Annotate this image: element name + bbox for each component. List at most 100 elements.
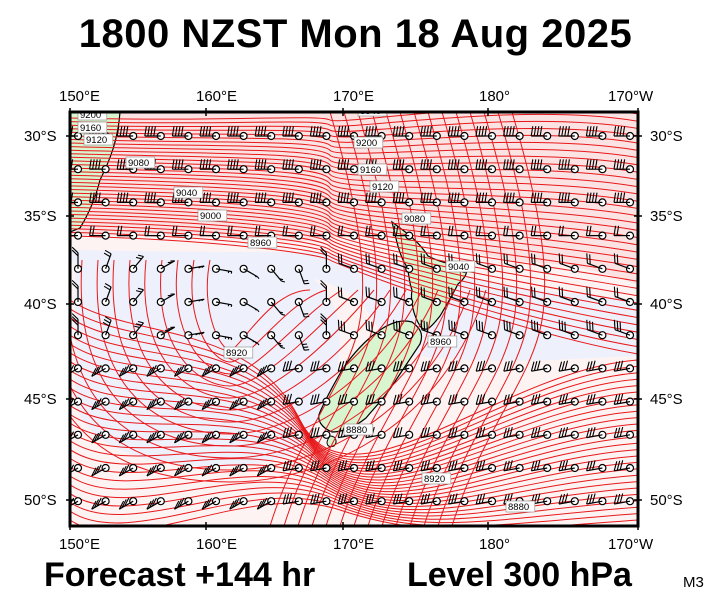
contour-line-north (70, 196, 638, 275)
wind-barb (282, 426, 303, 439)
wind-barb (503, 393, 524, 406)
wind-barb (229, 430, 248, 444)
wind-barb (447, 126, 469, 141)
wind-barb (475, 360, 497, 373)
wind-barb (530, 225, 552, 240)
wind-barb (101, 316, 112, 340)
wind-barb (337, 360, 359, 373)
wind-barb (337, 192, 359, 207)
wind-barb (282, 192, 303, 207)
lat-label-left-30s: 30°S (24, 128, 57, 145)
wind-barb (585, 159, 607, 174)
wind-barb (585, 225, 607, 240)
contour-line-diagonal (367, 112, 462, 526)
wind-barb (310, 393, 331, 406)
wind-barb (503, 159, 524, 174)
wind-barb (530, 426, 552, 439)
wind-barb (118, 364, 138, 377)
svg-text:9000: 9000 (200, 211, 221, 222)
wind-barb (531, 286, 552, 307)
wind-barb (282, 360, 303, 373)
wind-barb (448, 426, 469, 439)
contour-line-south (70, 405, 638, 490)
wind-barb (129, 287, 144, 307)
wind-barb (530, 393, 552, 406)
wind-barb (586, 360, 607, 373)
wind-barb (392, 225, 414, 240)
wind-barb (531, 319, 552, 340)
wind-barb (156, 293, 175, 307)
wind-barb (475, 126, 497, 141)
wind-barb (448, 319, 469, 340)
contour-label: 9040 (173, 186, 204, 199)
contour-label: 8960 (427, 335, 458, 348)
wind-barb (392, 192, 414, 207)
wind-barb (475, 192, 497, 207)
wind-barb (71, 313, 83, 340)
svg-text:9040: 9040 (176, 188, 197, 199)
wind-barb (585, 126, 607, 141)
wind-barb (475, 225, 497, 240)
wind-barb (475, 253, 497, 273)
contour-line-diagonal (409, 112, 504, 526)
contour-label: 8960 (247, 236, 278, 249)
wind-barb (365, 192, 386, 207)
wind-barb (156, 326, 175, 340)
wind-barb (503, 426, 524, 439)
wind-barb (282, 460, 303, 473)
lon-label-bottom-160e: 160°E (196, 536, 238, 553)
wind-barb (239, 331, 260, 346)
contour-line-trough (96, 259, 423, 435)
wind-barb (156, 260, 175, 273)
wind-barb (70, 126, 83, 141)
contour-line-south (70, 502, 638, 526)
wind-barb (146, 397, 165, 411)
wind-barb (309, 192, 331, 207)
wind-barb (448, 360, 469, 373)
wind-barb (118, 497, 138, 510)
wind-barb (310, 360, 331, 373)
contour-line-trough (70, 289, 487, 483)
lat-label-left-35s: 35°S (24, 208, 57, 225)
wind-barb (392, 460, 414, 473)
wind-barb (558, 360, 579, 373)
contour-line-north (70, 146, 638, 173)
wind-barb (558, 393, 579, 406)
contour-line-trough (144, 259, 375, 399)
wind-barb (475, 319, 497, 340)
wind-barb (184, 264, 205, 273)
wind-barb (613, 360, 635, 373)
wind-barb (586, 493, 607, 506)
wind-barb (310, 460, 331, 473)
contour-line-north (70, 156, 638, 195)
wind-barb (558, 460, 579, 473)
wind-barb (558, 225, 579, 240)
contour-line-south (70, 440, 638, 502)
wind-barb (91, 497, 110, 510)
wind-barb (420, 493, 441, 506)
lon-label-top-170w: 170°W (608, 88, 654, 105)
wind-barb (118, 430, 138, 444)
wind-barb (337, 253, 359, 273)
wind-barb (613, 159, 635, 174)
wind-barb (503, 192, 524, 207)
wind-barb (448, 460, 469, 473)
wind-barb (239, 297, 260, 313)
wind-barb (239, 264, 260, 279)
wind-barb (475, 159, 497, 174)
contour-line-diagonal (451, 112, 546, 526)
wind-barb (337, 393, 359, 406)
level-label: Level 300 hPa (407, 556, 632, 594)
wind-barb (586, 253, 607, 273)
contour-line-south (70, 334, 638, 467)
wind-barb (320, 246, 331, 273)
wind-barb (184, 297, 205, 307)
wind-barb (294, 297, 310, 318)
wind-barb (174, 430, 193, 444)
wind-barb (558, 192, 579, 207)
contour-line-diagonal (437, 112, 532, 526)
lat-label-right-35s: 35°S (650, 208, 683, 225)
wind-barb (365, 393, 386, 406)
wind-barb (447, 159, 469, 174)
